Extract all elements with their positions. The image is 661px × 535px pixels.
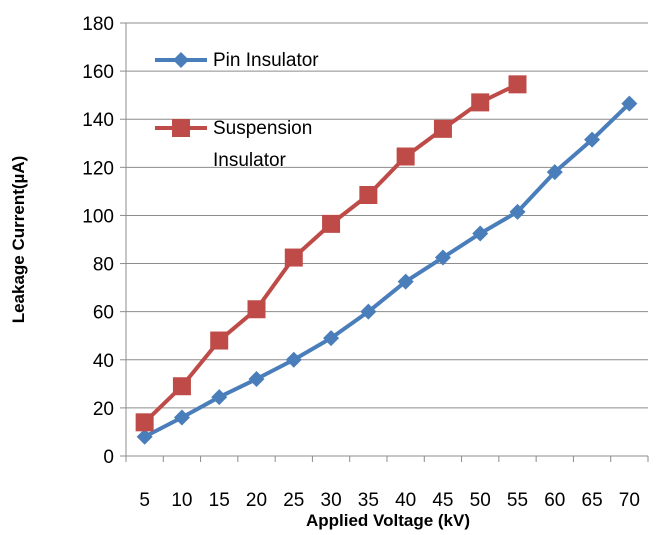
x-tick-label: 55: [507, 490, 528, 511]
data-point: [248, 371, 265, 388]
data-point: [434, 249, 451, 266]
y-tick-label: 100: [82, 206, 114, 227]
legend-label-line: Pin Insulator: [213, 50, 319, 71]
data-point: [284, 248, 303, 267]
y-tick-label: 160: [82, 62, 114, 83]
series-line: [143, 82, 519, 424]
data-point: [472, 225, 489, 242]
y-tick-label: 120: [82, 158, 114, 179]
gridlines: [126, 22, 648, 409]
y-tick-label: 40: [93, 351, 114, 372]
x-tick-label: 45: [432, 490, 453, 511]
x-tick-label: 70: [619, 490, 640, 511]
legend-label: Suspension Insulator: [213, 118, 312, 171]
legend-item-1: Suspension Insulator: [155, 118, 312, 171]
data-point: [172, 377, 191, 396]
data-point: [173, 409, 190, 426]
x-axis-title: Applied Voltage (kV): [306, 511, 470, 530]
legend: Pin Insulator Suspension Insulator: [155, 50, 319, 171]
y-tick-label: 60: [93, 303, 114, 324]
x-tick-label: 5: [139, 490, 150, 511]
y-tick-label: 140: [82, 110, 114, 131]
data-point: [509, 203, 526, 220]
legend-label: Pin Insulator: [213, 50, 319, 71]
data-point: [621, 95, 638, 112]
data-point: [397, 273, 414, 290]
series: [135, 75, 638, 445]
series-1: [135, 75, 527, 432]
x-tick-label: 35: [358, 490, 379, 511]
data-point: [396, 147, 415, 166]
legend-swatch-marker: [173, 52, 189, 68]
data-point: [322, 214, 341, 233]
axes: [120, 22, 649, 462]
data-point: [210, 331, 229, 350]
series-line: [143, 102, 631, 439]
legend-item-0: Pin Insulator: [155, 50, 319, 71]
data-point: [508, 75, 527, 94]
x-tick-label: 20: [246, 490, 267, 511]
data-point: [285, 351, 302, 368]
data-point: [135, 413, 154, 432]
x-tick-label: 25: [283, 490, 304, 511]
x-tick-label: 30: [321, 490, 342, 511]
legend-swatch-marker: [172, 119, 190, 137]
legend-label-line: Suspension: [213, 118, 312, 139]
x-tick-label: 10: [171, 490, 192, 511]
y-tick-label: 20: [93, 399, 114, 420]
data-point: [360, 303, 377, 320]
y-tick-label: 80: [93, 255, 114, 276]
x-tick-label: 15: [209, 490, 230, 511]
series-0: [136, 95, 638, 445]
y-tick-label: 0: [103, 447, 114, 468]
data-point: [136, 428, 153, 445]
x-tick-label: 60: [544, 490, 565, 511]
data-point: [584, 131, 601, 148]
legend-label-line: Insulator: [213, 150, 287, 171]
x-tick-label: 65: [582, 490, 603, 511]
data-point: [247, 300, 266, 319]
data-point: [323, 330, 340, 347]
x-tick-label: 50: [470, 490, 491, 511]
y-tick-label: 180: [82, 14, 114, 35]
data-point: [471, 93, 490, 112]
tick-labels: 0 20 40 60 80 100 120 140 160 180 5 10 15 20 25 30 35 40 4…: [82, 14, 640, 511]
data-point: [433, 119, 452, 138]
data-point: [211, 389, 228, 406]
data-point: [546, 164, 563, 181]
y-axis-title: Leakage Current(µA): [9, 156, 28, 324]
x-tick-label: 40: [395, 490, 416, 511]
data-point: [359, 185, 378, 204]
